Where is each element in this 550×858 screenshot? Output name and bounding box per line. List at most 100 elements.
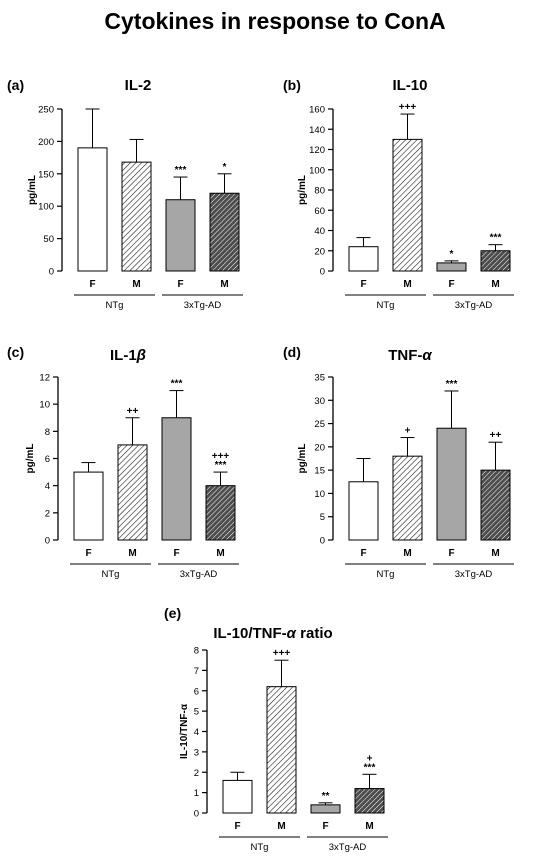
y-tick-label: 25 bbox=[314, 419, 325, 430]
y-axis-label: pg/mL bbox=[297, 175, 308, 205]
group-label: NTg bbox=[106, 300, 124, 311]
bar bbox=[392, 138, 423, 272]
y-tick-label: 20 bbox=[314, 442, 325, 453]
y-tick-label: 200 bbox=[38, 137, 54, 148]
significance-mark: *** bbox=[364, 762, 376, 773]
y-tick-label: 6 bbox=[45, 454, 50, 465]
bar bbox=[392, 455, 423, 541]
group-label: 3xTg-AD bbox=[180, 569, 218, 580]
x-tick-label: M bbox=[216, 548, 224, 559]
group-label: 3xTg-AD bbox=[329, 842, 367, 853]
x-tick-label: F bbox=[177, 279, 183, 290]
bar bbox=[117, 444, 148, 541]
y-tick-label: 160 bbox=[309, 105, 325, 116]
group-label: NTg bbox=[377, 300, 395, 311]
bar bbox=[436, 427, 467, 541]
bar bbox=[436, 262, 467, 272]
y-tick-label: 7 bbox=[194, 666, 199, 677]
bar bbox=[121, 161, 152, 272]
y-axis-label: IL-10/TNF-α bbox=[179, 703, 190, 759]
y-tick-label: 2 bbox=[45, 508, 50, 519]
significance-mark: +++ bbox=[212, 451, 230, 462]
x-tick-label: M bbox=[403, 548, 411, 559]
bar bbox=[310, 804, 341, 814]
bar bbox=[480, 469, 511, 541]
y-tick-label: 140 bbox=[309, 125, 325, 136]
x-tick-label: M bbox=[403, 279, 411, 290]
y-tick-label: 80 bbox=[314, 186, 325, 197]
x-tick-label: M bbox=[220, 279, 228, 290]
x-tick-label: M bbox=[128, 548, 136, 559]
chart-title: TNF-α bbox=[388, 347, 432, 364]
x-tick-label: F bbox=[448, 548, 454, 559]
y-axis-label: pg/mL bbox=[27, 175, 38, 205]
y-tick-label: 120 bbox=[309, 145, 325, 156]
panel-label: (a) bbox=[7, 77, 24, 93]
significance-mark: *** bbox=[446, 379, 458, 390]
bar bbox=[73, 471, 104, 541]
chart-title-greek: β bbox=[136, 347, 146, 364]
x-tick-label: M bbox=[491, 279, 499, 290]
significance-mark: + bbox=[405, 426, 411, 437]
y-tick-label: 8 bbox=[194, 646, 199, 657]
chart-title-main: TNF- bbox=[388, 347, 422, 364]
chart-title-suffix: ratio bbox=[296, 625, 333, 642]
chart-panel-c: (c) IL-1β024681012pg/mLF++M***F+++***MNTg… bbox=[7, 344, 239, 580]
bar bbox=[348, 246, 379, 272]
y-tick-label: 10 bbox=[39, 400, 50, 411]
chart-panel-d: (d) TNF-α 0 5 10 15 20 25 30 35 pg/mL F + M *** F ++ M NTg… bbox=[283, 344, 514, 580]
y-tick-label: 15 bbox=[314, 466, 325, 477]
y-tick-label: 0 bbox=[320, 267, 325, 278]
significance-mark: * bbox=[223, 162, 227, 173]
chart-title-greek: α bbox=[422, 347, 432, 364]
significance-mark: * bbox=[450, 249, 454, 260]
y-axis-label: pg/mL bbox=[25, 444, 36, 474]
chart-title-greek: α bbox=[287, 625, 297, 642]
group-label: 3xTg-AD bbox=[184, 300, 222, 311]
panel-label: (b) bbox=[283, 77, 301, 93]
bar bbox=[354, 788, 385, 814]
x-tick-label: M bbox=[365, 821, 373, 832]
y-tick-label: 40 bbox=[314, 226, 325, 237]
y-tick-label: 4 bbox=[194, 727, 199, 738]
significance-mark: ** bbox=[322, 791, 330, 802]
y-axis-label: pg/mL bbox=[297, 444, 308, 474]
y-tick-label: 100 bbox=[38, 202, 54, 213]
bar bbox=[205, 485, 236, 541]
figure-title: Cytokines in response to ConA bbox=[104, 8, 446, 34]
chart-panel-a: (a) IL-2 0 50 100 150 200 250 pg/mL F M *** F * M NTg 3x… bbox=[7, 77, 243, 311]
y-tick-label: 1 bbox=[194, 788, 199, 799]
bar bbox=[161, 417, 192, 541]
group-label: 3xTg-AD bbox=[455, 569, 493, 580]
chart-title-main: IL-1 bbox=[110, 347, 137, 364]
x-tick-label: F bbox=[173, 548, 179, 559]
bar bbox=[209, 192, 240, 272]
y-tick-label: 30 bbox=[314, 396, 325, 407]
x-tick-label: F bbox=[360, 279, 366, 290]
y-tick-label: 5 bbox=[194, 707, 199, 718]
significance-mark: + bbox=[367, 753, 373, 764]
significance-mark: *** bbox=[490, 233, 502, 244]
y-tick-label: 3 bbox=[194, 747, 199, 758]
x-tick-label: F bbox=[89, 279, 95, 290]
x-tick-label: M bbox=[491, 548, 499, 559]
bar bbox=[222, 779, 253, 814]
chart-title: IL-10/TNF-α ratio bbox=[213, 625, 332, 642]
bar bbox=[165, 199, 196, 272]
panel-label: (c) bbox=[7, 344, 24, 360]
bar bbox=[480, 250, 511, 272]
x-tick-label: M bbox=[132, 279, 140, 290]
significance-mark: +++ bbox=[273, 648, 291, 659]
y-tick-label: 5 bbox=[320, 512, 325, 523]
panel-label: (e) bbox=[164, 605, 181, 621]
x-tick-label: M bbox=[277, 821, 285, 832]
significance-mark: +++ bbox=[399, 102, 417, 113]
y-tick-label: 0 bbox=[49, 267, 54, 278]
bar bbox=[348, 481, 379, 541]
y-tick-label: 50 bbox=[43, 234, 54, 245]
y-tick-label: 0 bbox=[194, 809, 199, 820]
significance-mark: *** bbox=[175, 165, 187, 176]
x-tick-label: F bbox=[448, 279, 454, 290]
y-tick-label: 35 bbox=[314, 373, 325, 384]
panel-label: (d) bbox=[283, 344, 301, 360]
